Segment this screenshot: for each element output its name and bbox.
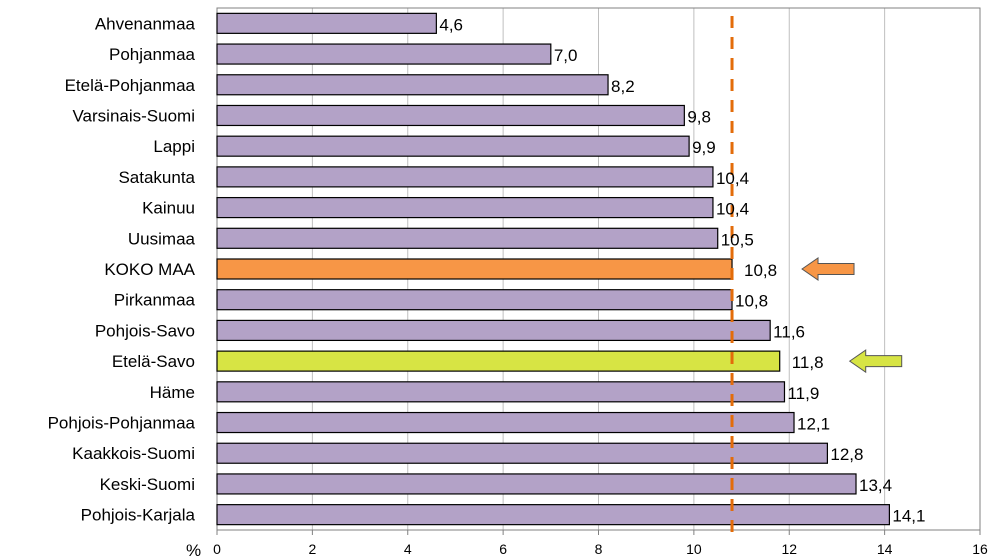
x-tick-label: 12 [781, 541, 797, 557]
x-tick-label: 16 [972, 541, 988, 557]
bar [216, 43, 552, 65]
bar [216, 166, 714, 188]
highlight-arrow [801, 257, 855, 281]
category-label: Pohjois-Pohjanmaa [48, 414, 196, 433]
value-label: 4,6 [439, 15, 463, 34]
bar [216, 411, 795, 434]
value-labels: 4,67,08,29,89,910,410,410,510,810,811,61… [439, 15, 925, 525]
value-label: 10,4 [716, 169, 749, 188]
bar [216, 104, 685, 127]
category-labels: Ahvenanmaa Pohjanmaa Etelä-Pohjanmaa Varsin… [48, 14, 196, 524]
bar [216, 381, 786, 403]
x-axis-unit-label: % [186, 541, 201, 557]
value-label: 12,1 [797, 415, 830, 434]
category-label: Pohjois-Savo [95, 321, 195, 340]
bar [216, 258, 733, 280]
value-label: 10,8 [735, 292, 768, 311]
bar [216, 504, 890, 526]
category-label: Varsinais-Suomi [72, 106, 195, 125]
bar [216, 74, 609, 96]
x-axis-tick-labels: 0 2 4 6 8 10 12 14 16 [213, 541, 988, 557]
value-label: 7,0 [554, 46, 578, 65]
category-label: Lappi [153, 137, 195, 156]
category-label: Kaakkois-Suomi [72, 444, 195, 463]
highlight-arrows [801, 257, 903, 374]
category-label: Kainuu [142, 199, 195, 218]
category-label: Pohjanmaa [109, 45, 196, 64]
bar [216, 473, 857, 495]
x-tick-label: 8 [595, 541, 603, 557]
category-label: Pohjois-Karjala [81, 506, 196, 525]
x-tick-label: 4 [404, 541, 412, 557]
x-tick-label: 10 [686, 541, 702, 557]
bar [216, 227, 719, 249]
x-tick-label: 6 [499, 541, 507, 557]
category-label: Keski-Suomi [100, 475, 195, 494]
value-label: 8,2 [611, 77, 635, 96]
category-label: Häme [150, 383, 195, 402]
bar [216, 442, 829, 464]
value-label: 11,9 [787, 384, 819, 403]
value-label: 12,8 [830, 445, 863, 464]
value-label: 10,5 [721, 230, 754, 249]
bar [216, 350, 781, 372]
value-label: 11,6 [773, 322, 805, 341]
category-label: Etelä-Pohjanmaa [65, 76, 196, 95]
x-tick-label: 14 [877, 541, 893, 557]
bar [216, 319, 771, 342]
value-label: 10,8 [744, 261, 777, 280]
value-label: 14,1 [892, 507, 925, 526]
highlight-arrow [848, 349, 903, 374]
bar [216, 12, 437, 34]
bars [216, 12, 890, 526]
category-label: Satakunta [118, 168, 195, 187]
value-label: 10,4 [716, 200, 749, 219]
value-label: 13,4 [859, 476, 892, 495]
x-tick-label: 2 [308, 541, 316, 557]
category-label: Uusimaa [128, 229, 196, 248]
value-label: 9,8 [687, 107, 711, 126]
category-label: Pirkanmaa [114, 291, 196, 310]
bar [216, 196, 714, 219]
value-label: 11,8 [792, 353, 824, 372]
category-label: Etelä-Savo [112, 352, 195, 371]
x-tick-label: 0 [213, 541, 221, 557]
value-label: 9,9 [692, 138, 716, 157]
bar [216, 289, 733, 311]
category-label: Ahvenanmaa [95, 14, 196, 33]
category-label: KOKO MAA [104, 260, 195, 279]
bar [216, 135, 690, 157]
